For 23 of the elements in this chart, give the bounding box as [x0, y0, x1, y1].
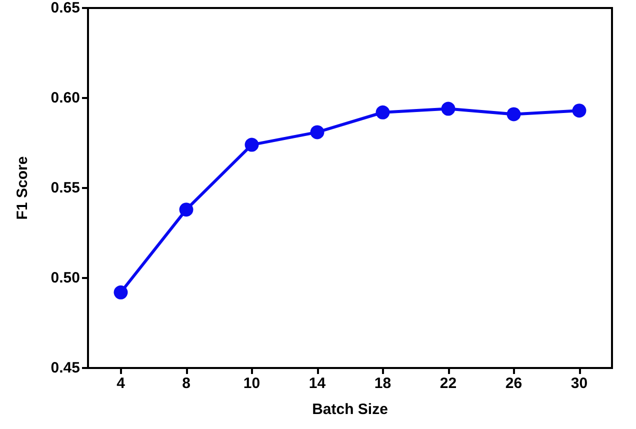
- x-tick-label: 14: [308, 375, 326, 392]
- point: [310, 125, 324, 140]
- x-tick-label: 4: [116, 375, 126, 392]
- y-tick-label: 0.55: [50, 180, 80, 196]
- y-tick-label: 0.60: [50, 90, 80, 106]
- x-tick-label: 8: [182, 375, 190, 392]
- point: [376, 105, 390, 120]
- x-tick-label: 10: [243, 375, 260, 392]
- point: [441, 102, 456, 116]
- y-tick-label: 0.65: [50, 0, 80, 16]
- point: [244, 138, 259, 152]
- y-axis-title: F1 Score: [14, 156, 31, 220]
- x-tick-label: 30: [570, 375, 588, 392]
- point: [179, 202, 194, 217]
- point: [506, 107, 521, 122]
- y-tick-label: 0.45: [50, 360, 80, 376]
- y-tick-label: 0.50: [50, 270, 80, 286]
- x-axis-title: Batch Size: [312, 401, 388, 418]
- point: [572, 104, 586, 118]
- x-tick-label: 18: [374, 375, 392, 392]
- x-tick-label: 22: [440, 375, 457, 392]
- point: [114, 285, 128, 300]
- x-tick-label: 26: [505, 375, 522, 392]
